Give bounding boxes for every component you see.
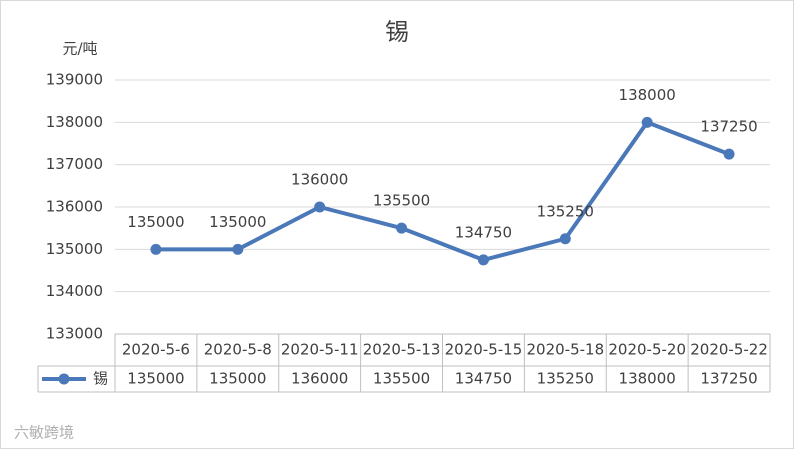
x-tick-label: 2020-5-18: [526, 341, 604, 359]
point-marker: [641, 116, 653, 128]
series-line: [155, 120, 730, 262]
y-tick-label: 137000: [46, 155, 103, 173]
x-tick-label: 2020-5-15: [445, 341, 523, 359]
x-tick-label: 2020-5-8: [204, 341, 272, 359]
point-marker: [559, 233, 571, 245]
point-marker: [232, 243, 244, 255]
data-label: 135000: [209, 213, 266, 231]
chart-title: 锡: [385, 18, 409, 46]
y-tick-label: 138000: [46, 113, 103, 131]
table-value: 135500: [373, 370, 430, 388]
data-label: 135250: [537, 202, 594, 220]
data-label: 135000: [127, 213, 184, 231]
data-label: 138000: [619, 86, 676, 104]
table-value: 135250: [537, 370, 594, 388]
legend-marker: [58, 373, 70, 385]
data-label: 136000: [291, 171, 348, 189]
x-tick-label: 2020-5-13: [363, 341, 441, 359]
x-tick-label: 2020-5-20: [608, 341, 686, 359]
point-marker: [314, 201, 326, 213]
point-marker: [396, 222, 408, 234]
x-tick-label: 2020-5-6: [122, 341, 190, 359]
table-value: 134750: [455, 370, 512, 388]
y-tick-label: 139000: [46, 71, 103, 89]
table-value: 135000: [209, 370, 266, 388]
legend-label: 锡: [93, 370, 108, 388]
data-label: 135500: [373, 192, 430, 210]
point-marker: [150, 243, 162, 255]
table-value: 137250: [700, 370, 757, 388]
y-tick-label: 134000: [46, 282, 103, 300]
y-tick-label: 133000: [46, 325, 103, 343]
y-tick-label: 136000: [46, 198, 103, 216]
table-value: 138000: [619, 370, 676, 388]
table-value: 135000: [127, 370, 184, 388]
x-tick-label: 2020-5-11: [281, 341, 359, 359]
point-marker: [477, 254, 489, 266]
watermark: 六敏跨境: [14, 424, 74, 442]
point-marker: [723, 148, 735, 160]
data-label: 134750: [455, 223, 512, 241]
table-value: 136000: [291, 370, 348, 388]
y-tick-label: 135000: [46, 240, 103, 258]
y-axis-label: 元/吨: [62, 40, 97, 58]
data-label: 137250: [700, 118, 757, 136]
x-tick-label: 2020-5-22: [690, 341, 768, 359]
